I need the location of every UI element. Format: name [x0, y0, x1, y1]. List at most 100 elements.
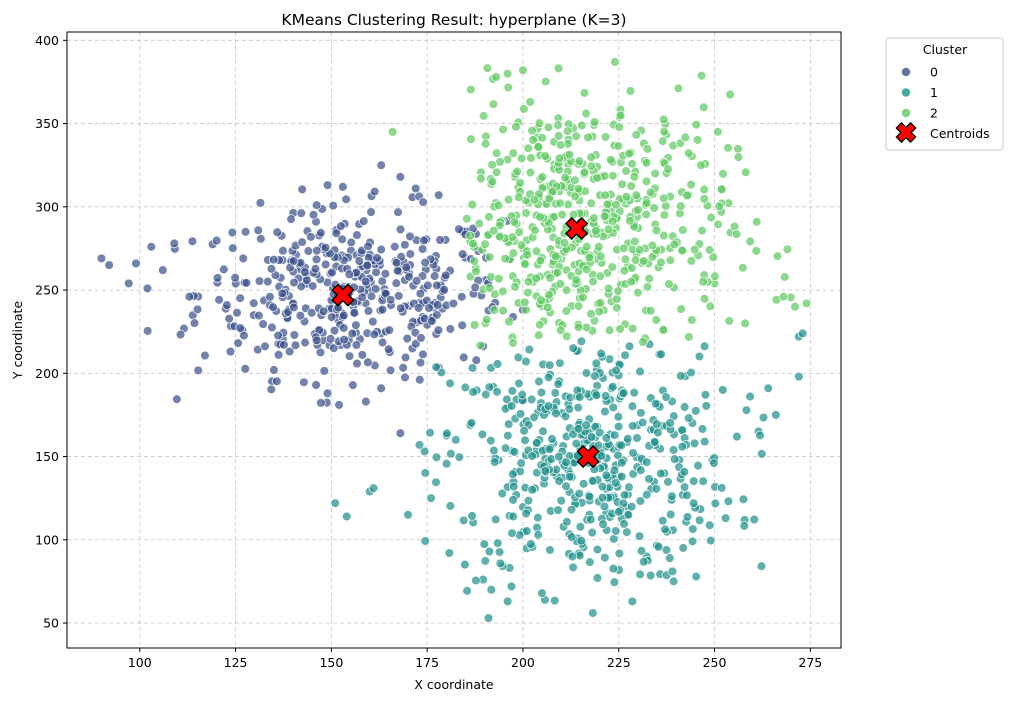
cluster-1-point — [638, 556, 649, 567]
cluster-0-point — [337, 234, 347, 245]
cluster-2-point — [604, 325, 615, 335]
cluster-1-point — [756, 561, 767, 571]
cluster-2-point — [596, 251, 606, 262]
cluster-1-point — [600, 391, 611, 401]
cluster-1-point — [446, 448, 456, 459]
cluster-2-point — [599, 211, 610, 221]
cluster-1-point — [600, 406, 610, 417]
cluster-1-point — [667, 566, 678, 577]
cluster-2-point — [625, 86, 636, 96]
cluster-1-point — [598, 519, 608, 529]
cluster-1-point — [576, 535, 586, 546]
cluster-1-point — [663, 477, 673, 487]
cluster-0-point — [325, 334, 336, 344]
cluster-1-point — [574, 488, 584, 499]
cluster-2-point — [467, 199, 478, 210]
cluster-1-point — [538, 426, 548, 436]
cluster-0-point — [219, 264, 229, 275]
cluster-1-point — [547, 434, 557, 444]
cluster-2-point — [561, 331, 572, 342]
cluster-0-point — [254, 276, 265, 286]
cluster-0-point — [395, 428, 406, 438]
cluster-1-point — [679, 402, 690, 412]
cluster-1-point — [618, 388, 629, 398]
cluster-2-point — [488, 99, 499, 109]
cluster-1-point — [523, 495, 534, 506]
cluster-2-point — [557, 209, 567, 220]
cluster-2-point — [634, 244, 645, 255]
cluster-2-point — [613, 141, 624, 151]
cluster-1-point — [586, 514, 596, 525]
cluster-1-point — [689, 438, 700, 449]
cluster-0-point — [315, 347, 326, 358]
cluster-0-point — [448, 298, 459, 309]
cluster-0-point — [411, 276, 422, 286]
cluster-0-point — [393, 207, 403, 217]
cluster-2-point — [633, 205, 643, 215]
cluster-1-point — [794, 371, 804, 382]
cluster-1-point — [492, 538, 503, 548]
cluster-1-point — [698, 476, 708, 486]
cluster-1-point — [658, 516, 668, 526]
cluster-1-point — [515, 409, 526, 419]
cluster-1-point — [592, 544, 603, 555]
cluster-0-point — [248, 298, 259, 308]
cluster-1-point — [486, 584, 497, 595]
cluster-1-point — [581, 368, 592, 378]
cluster-2-point — [500, 253, 510, 264]
cluster-1-point — [479, 539, 490, 549]
cluster-2-point — [663, 164, 673, 174]
cluster-2-point — [535, 212, 545, 222]
cluster-0-point — [329, 325, 340, 336]
cluster-1-point — [587, 527, 597, 538]
cluster-1-point — [588, 608, 598, 618]
cluster-0-point — [369, 329, 380, 340]
cluster-1-point — [584, 491, 595, 502]
cluster-2-point — [481, 314, 492, 325]
cluster-0-point — [344, 269, 355, 280]
cluster-2-point — [621, 166, 631, 176]
cluster-1-point — [626, 501, 637, 512]
cluster-0-point — [458, 352, 469, 363]
cluster-1-point — [419, 446, 430, 457]
cluster-2-point — [516, 240, 527, 250]
cluster-0-point — [351, 340, 362, 350]
legend-label-0: 0 — [930, 65, 938, 80]
cluster-1-point — [341, 511, 352, 522]
cluster-0-point — [357, 350, 368, 360]
cluster-2-point — [579, 88, 590, 98]
cluster-0-point — [228, 243, 238, 253]
cluster-1-point — [749, 514, 759, 525]
cluster-1-point — [500, 443, 511, 453]
cluster-2-point — [624, 148, 634, 159]
cluster-1-point — [763, 383, 773, 394]
cluster-0-point — [366, 291, 377, 301]
cluster-0-point — [307, 281, 318, 291]
cluster-0-point — [96, 253, 107, 264]
cluster-2-point — [503, 82, 514, 93]
cluster-2-point — [657, 136, 668, 146]
cluster-1-point — [637, 417, 648, 428]
cluster-2-point — [519, 104, 529, 114]
cluster-2-point — [620, 254, 631, 265]
cluster-1-point — [566, 532, 577, 542]
cluster-0-point — [131, 258, 141, 269]
cluster-2-point — [581, 108, 591, 119]
cluster-1-point — [644, 474, 654, 484]
cluster-0-point — [235, 323, 246, 333]
cluster-1-point — [444, 548, 455, 558]
cluster-0-point — [419, 235, 429, 246]
cluster-0-point — [331, 228, 342, 239]
cluster-0-point — [339, 334, 349, 345]
cluster-0-point — [413, 303, 424, 313]
cluster-0-point — [380, 269, 391, 279]
cluster-2-point — [733, 152, 744, 162]
cluster-0-point — [338, 323, 349, 333]
legend-title: Cluster — [923, 42, 968, 57]
cluster-1-point — [699, 341, 710, 352]
legend-marker-1 — [901, 87, 911, 98]
cluster-1-point — [507, 386, 518, 396]
cluster-1-point — [635, 569, 645, 580]
cluster-2-point — [523, 287, 533, 298]
cluster-1-point — [442, 428, 452, 439]
